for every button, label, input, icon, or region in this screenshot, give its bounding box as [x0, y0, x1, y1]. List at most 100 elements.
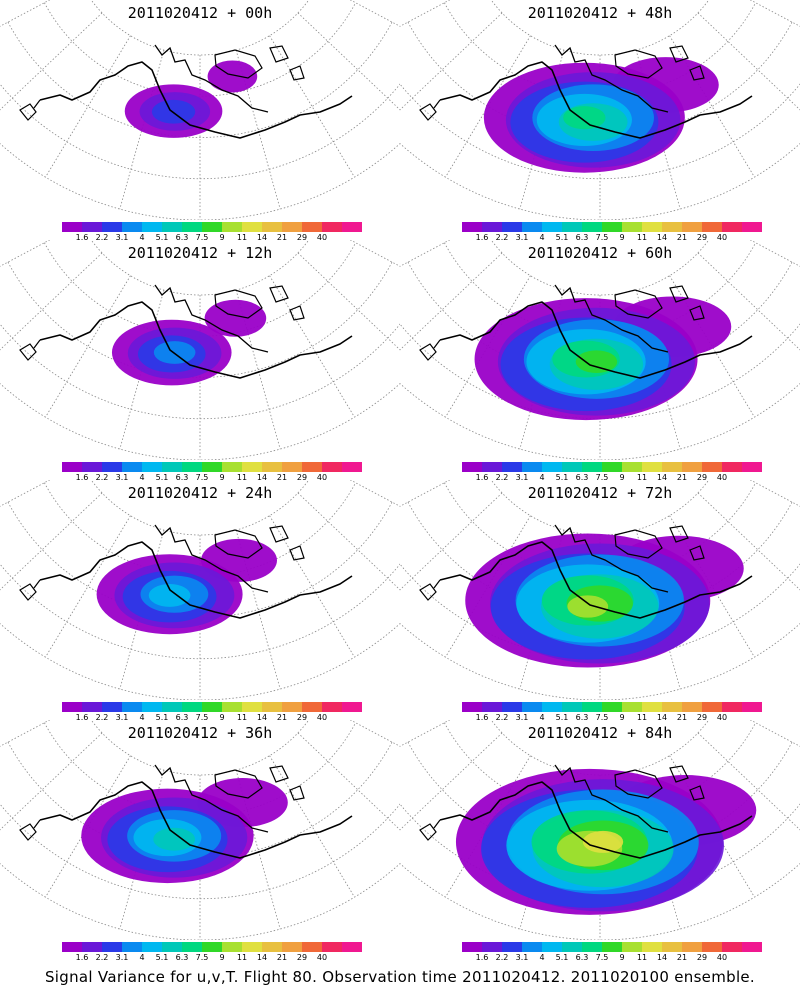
colorbar-label: 9 [219, 473, 225, 482]
variance-field [81, 778, 288, 884]
colorbar-label: 6.3 [175, 473, 189, 482]
colorbar-swatch [562, 222, 582, 232]
colorbar-label: 21 [276, 233, 288, 242]
colorbar-swatch [302, 222, 322, 232]
coastline [19, 44, 353, 139]
colorbar-label: 11 [636, 713, 648, 722]
colorbar-swatch [482, 462, 502, 472]
colorbar-swatch [282, 222, 302, 232]
colorbar-swatch [262, 942, 282, 952]
colorbar-swatch [622, 702, 642, 712]
colorbar-swatch [742, 222, 762, 232]
colorbar-swatch [162, 702, 182, 712]
colorbar-swatch [642, 702, 662, 712]
colorbar-swatch [302, 702, 322, 712]
variance-field [124, 60, 258, 138]
colorbar-swatch [322, 222, 342, 232]
colorbar: 1.6 2.2 3.1 4 5.1 6.3 7.5 9 11 14 21 29 40 [62, 462, 362, 484]
colorbar-swatch [282, 702, 302, 712]
colorbar-label: 29 [696, 473, 708, 482]
forecast-panel: 2011020412 + 84h 1.6 2.2 3.1 4 5.1 6.3 7.5 9 11 14… [400, 720, 800, 962]
polar-map [0, 240, 400, 460]
colorbar-label: 4 [539, 713, 545, 722]
colorbar-swatch [622, 222, 642, 232]
colorbar-label: 3.1 [515, 713, 529, 722]
colorbar-label: 9 [619, 713, 625, 722]
colorbar-swatch [102, 702, 122, 712]
colorbar-label: 2.2 [95, 473, 109, 482]
colorbar-label: 5.1 [555, 953, 569, 962]
colorbar-label: 40 [716, 473, 728, 482]
forecast-panel: 2011020412 + 36h 1.6 2.2 3.1 4 5.1 6.3 7.5 9 11 14… [0, 720, 400, 962]
colorbar-label: 5.1 [555, 473, 569, 482]
colorbar-swatch [322, 702, 342, 712]
colorbar-swatch [102, 942, 122, 952]
colorbar-swatch [682, 702, 702, 712]
colorbar-swatch [302, 942, 322, 952]
colorbar-label: 14 [656, 953, 668, 962]
colorbar-swatch [82, 462, 102, 472]
colorbar-label: 21 [676, 713, 688, 722]
colorbar-label: 14 [656, 473, 668, 482]
colorbar-label: 11 [236, 473, 248, 482]
polar-map [0, 720, 400, 940]
coastline [19, 524, 353, 619]
colorbar-label: 21 [676, 953, 688, 962]
colorbar-swatch [682, 942, 702, 952]
panel-title: 2011020412 + 72h [527, 484, 673, 502]
colorbar-swatch [542, 942, 562, 952]
colorbar-label: 40 [316, 953, 328, 962]
colorbar-swatch [82, 222, 102, 232]
colorbar-label: 2.2 [495, 713, 509, 722]
colorbar-swatch [562, 942, 582, 952]
colorbar-label: 7.5 [195, 713, 209, 722]
colorbar-label: 1.6 [475, 713, 489, 722]
colorbar-swatch [242, 942, 262, 952]
colorbar-swatch [62, 462, 82, 472]
colorbar-swatch [242, 702, 262, 712]
colorbar-label: 5.1 [555, 233, 569, 242]
colorbar-label: 1.6 [75, 713, 89, 722]
colorbar-swatch [182, 222, 202, 232]
colorbar-label: 14 [656, 713, 668, 722]
colorbar-swatch [162, 462, 182, 472]
colorbar-label: 21 [276, 473, 288, 482]
forecast-panel: 2011020412 + 72h 1.6 2.2 3.1 4 5.1 6.3 7.5 9 11 14… [400, 480, 800, 722]
polar-map [400, 0, 800, 220]
colorbar-label: 40 [716, 713, 728, 722]
colorbar-label: 4 [539, 473, 545, 482]
colorbar-swatch [322, 942, 342, 952]
colorbar-swatch [702, 222, 722, 232]
colorbar-label: 5.1 [155, 233, 169, 242]
colorbar-label: 5.1 [155, 473, 169, 482]
colorbar-swatch [62, 942, 82, 952]
colorbar-swatch [482, 942, 502, 952]
colorbar: 1.6 2.2 3.1 4 5.1 6.3 7.5 9 11 14 21 29 40 [462, 942, 762, 964]
colorbar-swatch [602, 942, 622, 952]
colorbar-swatch [542, 462, 562, 472]
colorbar-swatch [222, 942, 242, 952]
colorbar-swatch [602, 702, 622, 712]
colorbar-swatch [162, 222, 182, 232]
colorbar-swatch [202, 702, 222, 712]
colorbar-label: 7.5 [195, 953, 209, 962]
colorbar-swatch [182, 462, 202, 472]
colorbar-swatch [342, 702, 362, 712]
colorbar-swatch [702, 942, 722, 952]
coastline [419, 44, 753, 139]
figure-caption: Signal Variance for u,v,T. Flight 80. Ob… [44, 968, 756, 986]
colorbar-label: 5.1 [155, 953, 169, 962]
colorbar-swatch [722, 462, 742, 472]
colorbar-swatch [602, 222, 622, 232]
panel-title: 2011020412 + 36h [127, 724, 273, 742]
colorbar-label: 29 [696, 953, 708, 962]
colorbar-swatch [562, 462, 582, 472]
colorbar-swatch [202, 942, 222, 952]
colorbar-swatch [502, 222, 522, 232]
colorbar-swatch [702, 462, 722, 472]
coastline [419, 764, 753, 859]
colorbar-swatch [642, 942, 662, 952]
panel-title: 2011020412 + 60h [527, 244, 673, 262]
colorbar-label: 3.1 [115, 473, 129, 482]
colorbar-swatch [182, 702, 202, 712]
